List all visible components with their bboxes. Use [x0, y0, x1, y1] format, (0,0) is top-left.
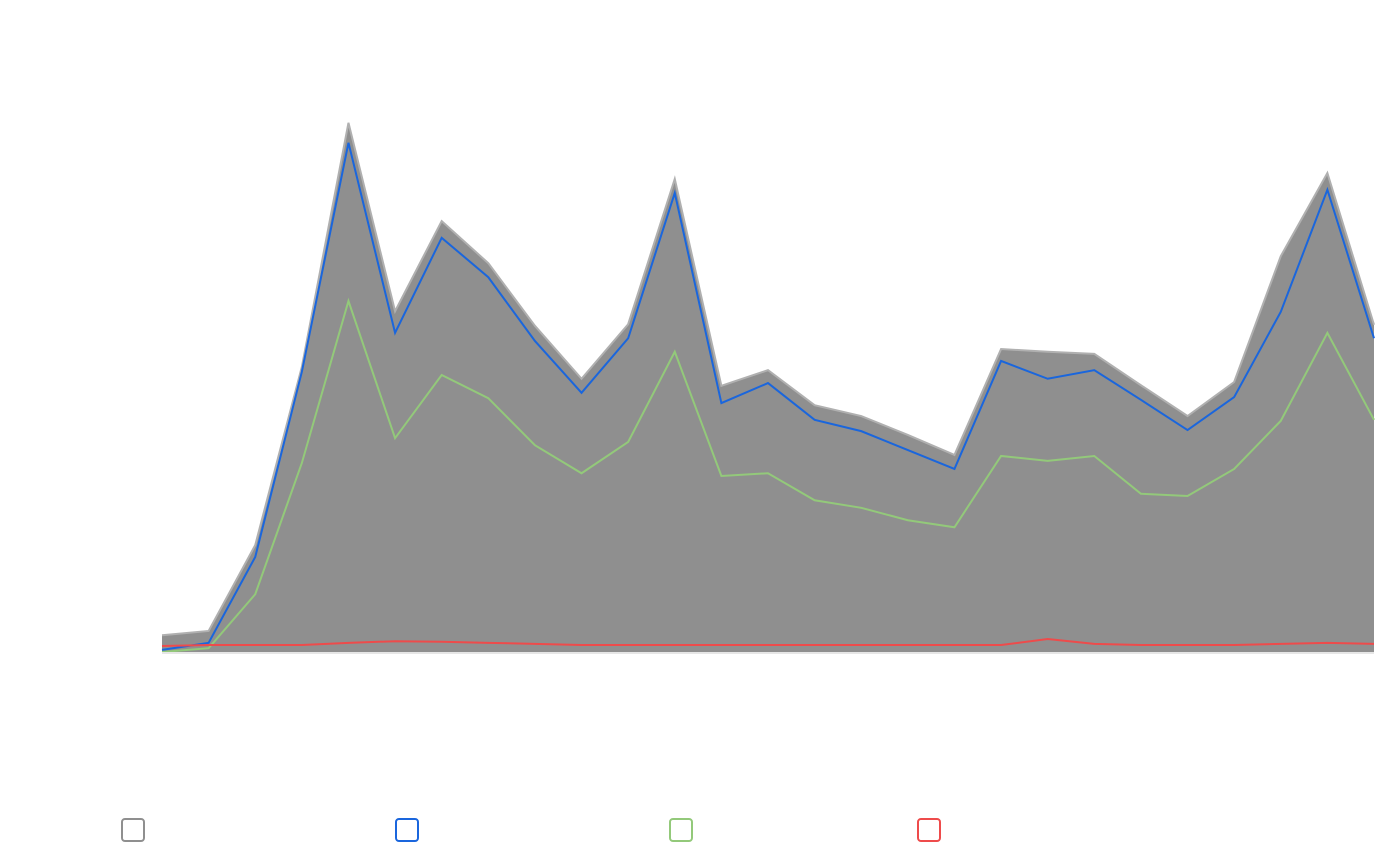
line [161, 638, 1375, 648]
area-outline [161, 122, 1375, 637]
legend-swatch[interactable] [395, 818, 419, 842]
legend-swatch[interactable] [669, 818, 693, 842]
line [161, 142, 1375, 651]
legend-swatch[interactable] [121, 818, 145, 842]
legend [121, 818, 941, 842]
area [162, 122, 1374, 653]
plot-area [161, 122, 1375, 654]
line [161, 297, 1375, 653]
legend-swatch[interactable] [917, 818, 941, 842]
